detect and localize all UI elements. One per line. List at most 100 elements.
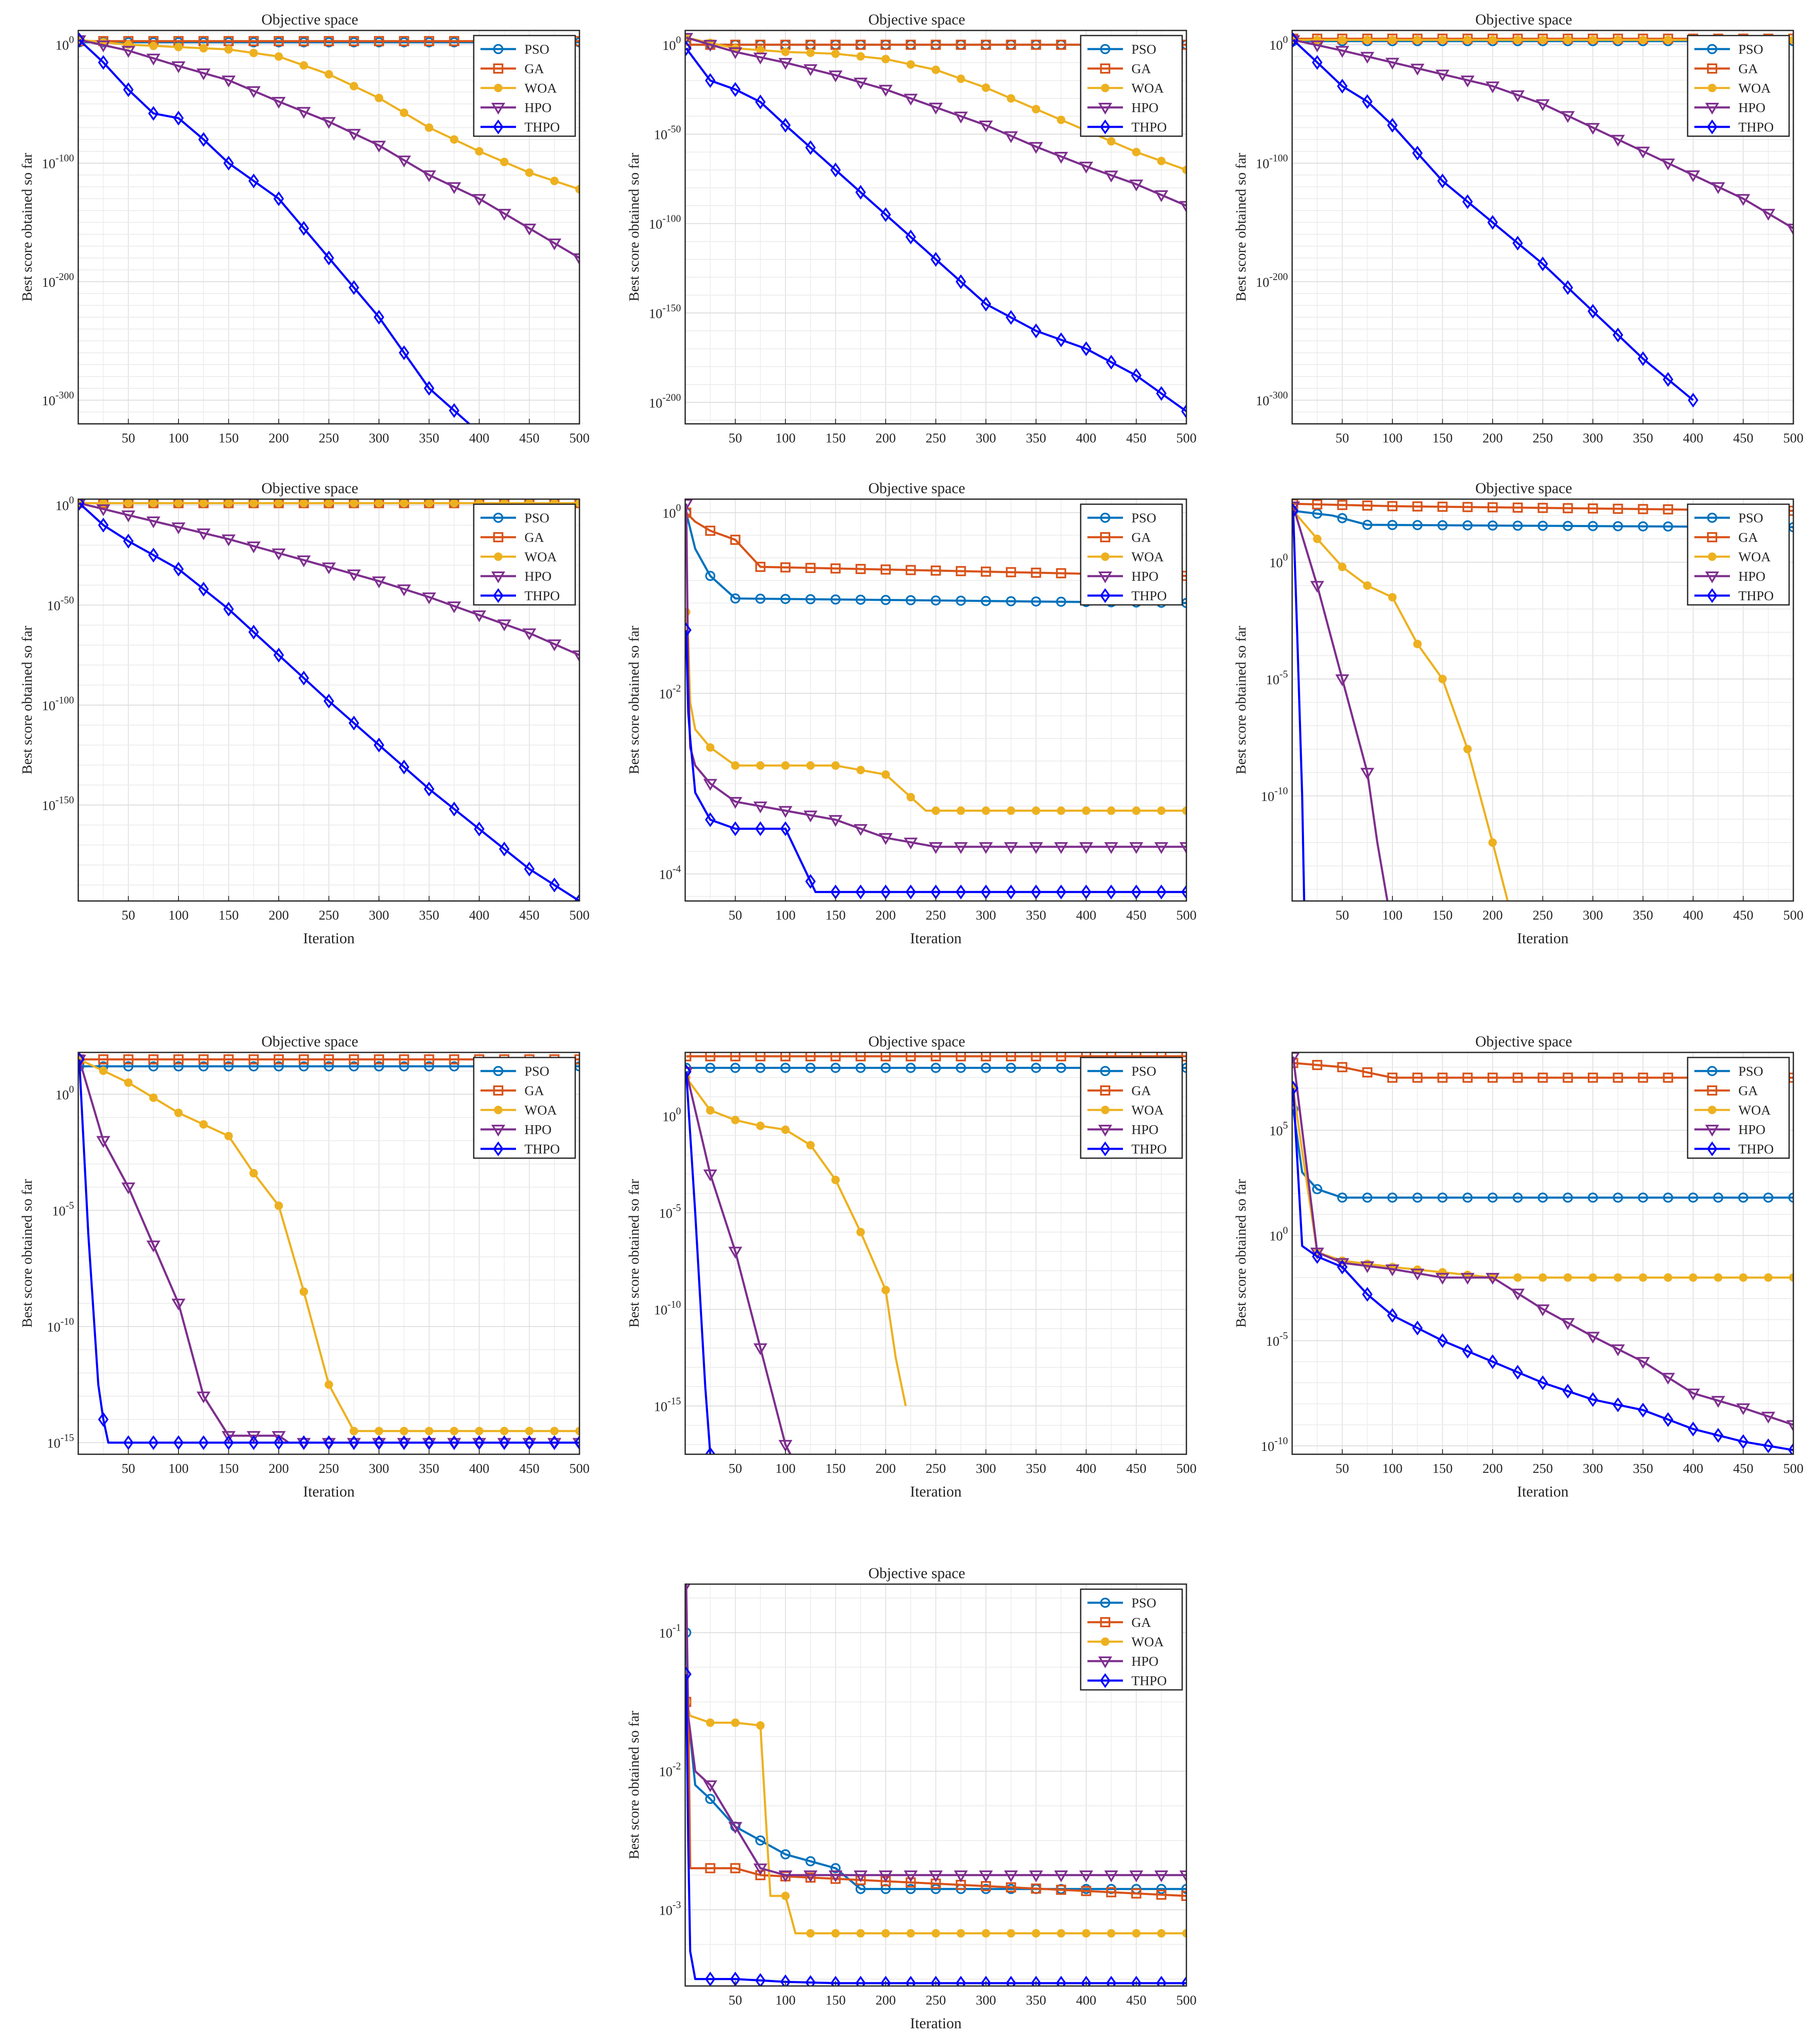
marker-woa: [450, 1427, 458, 1436]
marker-woa: [174, 499, 183, 508]
marker-thpo: [1056, 884, 1067, 900]
marker-hpo: [854, 77, 868, 90]
series-woa: [685, 1073, 907, 1406]
marker-woa: [956, 806, 965, 815]
marker-ga: [1412, 501, 1423, 512]
marker-ga: [906, 565, 916, 575]
marker-thpo: [1005, 884, 1016, 900]
marker-thpo: [78, 1052, 85, 1067]
marker-woa: [931, 66, 940, 74]
x-axis-label: Iteration: [1517, 930, 1569, 947]
y-tick-label: 10-2: [659, 683, 681, 701]
marker-woa: [1463, 744, 1472, 753]
marker-hpo: [447, 182, 461, 194]
marker-ga: [705, 1052, 716, 1062]
marker-pso: [198, 1061, 209, 1071]
marker-pso: [1537, 521, 1548, 531]
marker-hpo: [1104, 170, 1118, 183]
marker-woa: [1107, 806, 1116, 815]
series-thpo: [685, 1667, 1186, 1986]
chart-panel-1: 50 100 150 200 250 300 350 400 450 500 100 10-100 10…: [19, 11, 590, 445]
marker-hpo: [903, 93, 918, 106]
marker-thpo: [173, 110, 184, 126]
marker-hpo: [1385, 1264, 1400, 1277]
marker-woa: [1338, 563, 1347, 571]
y-tick-label: 10-100: [42, 695, 74, 713]
marker-ga: [755, 1870, 766, 1880]
marker-woa: [349, 499, 358, 508]
marker-thpo: [705, 812, 716, 827]
marker-ga: [424, 1054, 434, 1065]
x-axis-label: Iteration: [303, 930, 355, 947]
marker-ga: [324, 36, 334, 47]
marker-ga: [1412, 1072, 1423, 1083]
marker-thpo: [1031, 1976, 1041, 1986]
marker-ga: [685, 1052, 692, 1062]
marker-ga: [955, 1052, 966, 1062]
marker-ga: [1613, 503, 1623, 514]
marker-ga: [730, 535, 741, 545]
marker-hpo: [1686, 170, 1700, 182]
marker-thpo: [499, 841, 510, 857]
y-axis-label: Best score obtained so far: [1233, 153, 1249, 302]
marker-hpo: [196, 528, 211, 541]
marker-woa: [931, 806, 940, 815]
marker-woa: [1057, 806, 1065, 815]
marker-ga: [248, 36, 259, 47]
marker-woa: [199, 1120, 208, 1129]
marker-hpo: [703, 1780, 717, 1792]
marker-hpo: [1292, 501, 1300, 514]
chart-title: Objective space: [261, 1033, 358, 1050]
marker-hpo: [1611, 135, 1625, 147]
marker-pso: [805, 1063, 816, 1073]
x-tick-label: 250: [319, 430, 339, 445]
x-tick-label: 300: [369, 430, 389, 445]
marker-hpo: [1485, 1273, 1500, 1285]
legend-label-woa: WOA: [524, 80, 557, 96]
marker-thpo: [1663, 1412, 1674, 1427]
marker-hpo: [1104, 1870, 1118, 1882]
legend-label-thpo: THPO: [1738, 119, 1774, 135]
y-axis-label: Best score obtained so far: [1233, 626, 1249, 775]
marker-pso: [1387, 520, 1397, 530]
marker-hpo: [1586, 1332, 1600, 1344]
y-tick-label: 10-10: [1261, 1436, 1288, 1454]
legend-label-pso: PSO: [1738, 41, 1763, 57]
marker-hpo: [1079, 1870, 1093, 1882]
line-thpo: [78, 502, 579, 901]
marker-woa: [1438, 675, 1447, 684]
marker-thpo: [1181, 1976, 1186, 1986]
marker-ga: [1056, 1884, 1066, 1895]
series-woa: [685, 1697, 1186, 1938]
series-thpo: [1292, 1081, 1793, 1454]
x-tick-label: 100: [1382, 1461, 1403, 1476]
marker-woa: [375, 499, 383, 508]
marker-thpo: [148, 547, 159, 563]
x-tick-label: 400: [1683, 1461, 1703, 1476]
marker-woa: [450, 499, 458, 508]
x-tick-label: 50: [1336, 907, 1349, 923]
marker-pso: [755, 593, 766, 604]
marker-pso: [1513, 520, 1523, 531]
marker-woa: [706, 743, 715, 752]
marker-hpo: [854, 1870, 868, 1882]
y-axis-label: Best score obtained so far: [19, 1179, 35, 1328]
series-woa: [78, 1055, 579, 1436]
marker-hpo: [854, 824, 868, 836]
legend: PSO GA WOA HPO THPO: [1687, 503, 1790, 606]
marker-pso: [1312, 1184, 1323, 1195]
marker-woa: [1107, 137, 1116, 146]
x-tick-label: 400: [1076, 907, 1096, 923]
marker-woa: [1614, 1273, 1622, 1282]
marker-hpo: [321, 562, 336, 574]
marker-hpo: [878, 1870, 893, 1882]
marker-woa: [1132, 148, 1141, 157]
y-tick-label: 100: [1269, 35, 1288, 53]
marker-ga: [1337, 1062, 1348, 1072]
marker-hpo: [685, 1584, 691, 1591]
marker-woa: [1513, 36, 1522, 44]
marker-ga: [981, 1052, 991, 1062]
marker-thpo: [1688, 393, 1699, 408]
chart-panel-10: 50 100 150 200 250 300 350 400 450 500 10-1 10-2 10-…: [626, 1565, 1197, 2032]
marker-ga: [173, 1054, 184, 1065]
